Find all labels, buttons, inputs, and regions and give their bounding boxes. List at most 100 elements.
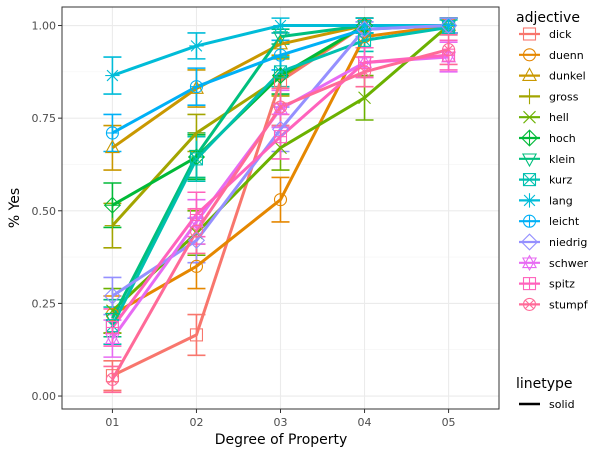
legend-item-schwer: schwer	[519, 254, 589, 272]
marker-square	[522, 27, 537, 41]
legend-label: kurz	[549, 174, 573, 187]
legend-item-niedrig: niedrig	[519, 233, 587, 251]
data-point-gross	[188, 125, 205, 141]
marker-triangle-down	[188, 149, 204, 164]
marker-stroke	[274, 65, 287, 79]
legend-label: niedrig	[549, 236, 587, 249]
plot-area	[61, 6, 500, 410]
marker-stroke	[358, 91, 371, 105]
marker-stroke	[359, 67, 370, 77]
data-point-niedrig	[187, 231, 206, 249]
marker-diamond	[187, 231, 206, 249]
legend-item-spitz: spitz	[519, 277, 575, 291]
legend-label: hell	[549, 111, 569, 124]
data-point-leicht	[273, 48, 288, 62]
data-point-dick	[105, 369, 119, 383]
legend-items: dick duenn dunkel gross hell hoch klein kurz lan…	[519, 27, 589, 311]
legend-label: hoch	[549, 132, 576, 145]
legend-key-marker	[522, 214, 537, 228]
legend-label: spitz	[549, 278, 575, 291]
marker-circle	[522, 297, 537, 311]
marker-stroke	[524, 299, 535, 310]
marker-triangle	[521, 254, 538, 269]
data-point-leicht	[442, 18, 456, 33]
y-tick-label: 0.75	[32, 112, 57, 125]
legend-key-marker	[522, 277, 537, 291]
marker-stroke	[274, 141, 287, 155]
legend-key-marker	[521, 153, 538, 168]
legend-label: dick	[549, 28, 572, 41]
data-point-stumpf	[357, 65, 372, 79]
marker-circle	[189, 224, 204, 238]
legend-item-kurz: kurz	[519, 173, 573, 187]
legend-linetype-items: solid	[519, 398, 575, 411]
marker-stroke	[523, 173, 536, 186]
x-tick-label: 04	[358, 416, 372, 429]
legend-linetype-item: solid	[519, 398, 575, 411]
marker-circle	[273, 100, 288, 114]
legend-item-dunkel: dunkel	[519, 67, 586, 83]
marker-triangle	[188, 80, 204, 94]
marker-triangle	[441, 48, 457, 63]
legend-item-lang: lang	[519, 193, 573, 208]
legend-label: dunkel	[549, 70, 586, 83]
series-markers	[103, 16, 458, 386]
legend-key-marker	[522, 48, 537, 62]
data-point-dick	[189, 328, 204, 342]
marker-triangle	[104, 330, 120, 344]
legend-key-marker	[520, 129, 539, 147]
legend-label: schwer	[549, 257, 589, 270]
y-tick-label: 0.50	[32, 205, 57, 218]
marker-triangle	[272, 100, 289, 115]
marker-stroke	[523, 110, 536, 124]
legend-item-stumpf: stumpf	[519, 297, 589, 311]
legend-key-marker	[521, 88, 538, 105]
data-point-klein	[188, 149, 204, 164]
legend-key-marker	[521, 254, 538, 272]
data-point-lang	[273, 18, 288, 33]
legend-label: leicht	[549, 215, 580, 228]
marker-diamond	[439, 16, 458, 35]
marker-stroke	[443, 44, 454, 55]
data-point-lang	[105, 68, 120, 83]
x-tick-label: 02	[189, 416, 203, 429]
data-point-leicht	[357, 22, 372, 36]
legend-item-duenn: duenn	[519, 48, 584, 62]
data-point-stumpf	[105, 372, 119, 386]
marker-triangle	[104, 139, 120, 154]
x-axis-title: Degree of Property	[215, 432, 348, 448]
data-point-hell	[274, 141, 287, 155]
x-tick-label: 01	[105, 416, 119, 429]
marker-stroke	[107, 374, 118, 385]
legend-item-hoch: hoch	[519, 129, 576, 147]
marker-stroke	[190, 152, 203, 166]
marker-circle	[522, 48, 537, 62]
data-point-spitz	[357, 56, 372, 70]
x-tick-label: 05	[442, 416, 456, 429]
marker-stroke	[358, 33, 371, 47]
data-point-stumpf	[189, 224, 204, 238]
legend-item-hell: hell	[519, 110, 569, 124]
y-tick-label: 0.00	[32, 390, 57, 403]
y-axis: 0.00 0.25 0.50 0.75 1.00	[32, 20, 62, 403]
data-point-stumpf	[273, 100, 288, 114]
data-point-hell	[358, 91, 371, 105]
data-point-leicht	[105, 126, 119, 140]
x-axis: 01 02 03 04 05	[105, 409, 456, 429]
data-point-hoch	[271, 66, 290, 85]
marker-triangle	[521, 67, 538, 81]
marker-triangle-down	[521, 153, 538, 168]
legend-item-gross: gross	[519, 88, 579, 105]
legend-linetype-label: solid	[549, 398, 575, 411]
data-point-kurz	[189, 152, 204, 166]
data-point-niedrig	[103, 287, 122, 305]
legend-label: lang	[549, 194, 573, 207]
marker-diamond	[355, 20, 374, 38]
y-axis-title: % Yes	[7, 188, 23, 228]
legend: adjective dick duenn dunkel gross hell hoch kl…	[516, 10, 589, 411]
data-point-hell	[106, 304, 119, 318]
data-point-dunkel	[104, 139, 120, 154]
data-point-duenn	[273, 193, 288, 207]
marker-stroke	[275, 102, 286, 112]
data-point-niedrig	[355, 20, 374, 38]
